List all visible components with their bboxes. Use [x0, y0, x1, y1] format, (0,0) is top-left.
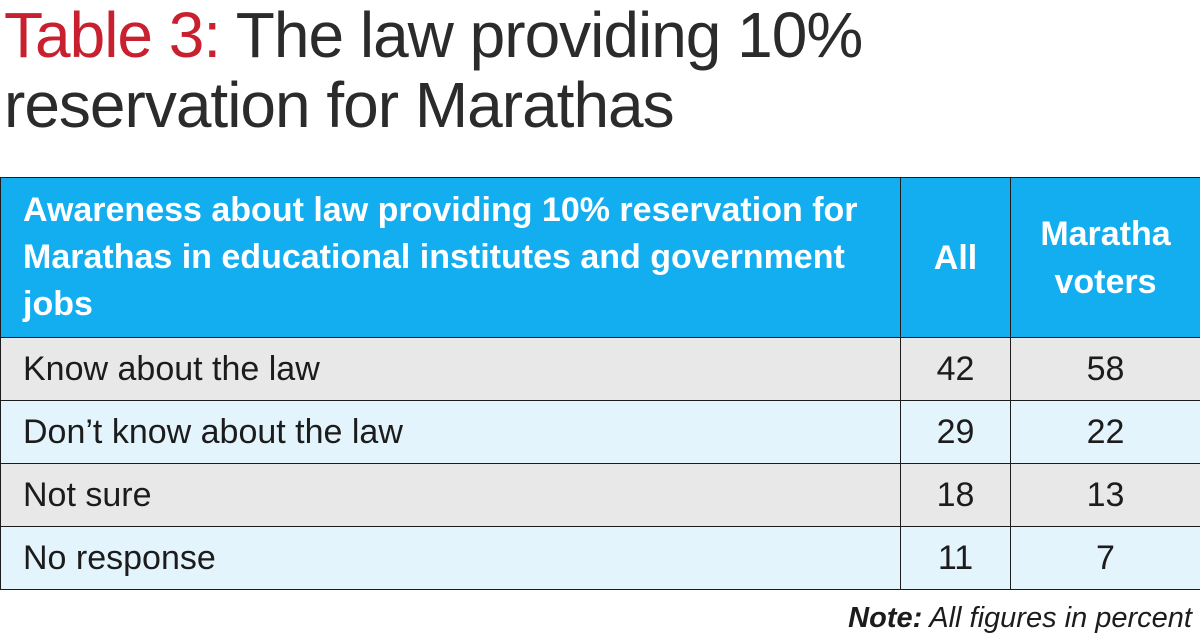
- footnote: Note: All figures in percent: [848, 602, 1192, 635]
- header-maratha-voters: Maratha voters: [1010, 177, 1200, 338]
- data-table: Awareness about law providing 10% reserv…: [0, 177, 1200, 590]
- row-label: Don’t know about the law: [0, 400, 901, 464]
- footnote-label: Note:: [848, 602, 923, 634]
- cell-maratha: 22: [1010, 400, 1200, 464]
- cell-all: 29: [900, 400, 1011, 464]
- table-row: Not sure 18 13: [0, 463, 1200, 527]
- table-row: Know about the law 42 58: [0, 337, 1200, 401]
- table-title: Table 3: The law providing 10% reservatio…: [4, 0, 1194, 140]
- row-label: Know about the law: [0, 337, 901, 401]
- row-label: No response: [0, 526, 901, 590]
- header-all: All: [900, 177, 1011, 338]
- table-number: Table 3:: [4, 0, 221, 71]
- table-row: Don’t know about the law 29 22: [0, 400, 1200, 464]
- cell-maratha: 58: [1010, 337, 1200, 401]
- cell-maratha: 13: [1010, 463, 1200, 527]
- cell-maratha: 7: [1010, 526, 1200, 590]
- cell-all: 11: [900, 526, 1011, 590]
- footnote-text: All figures in percent: [922, 602, 1192, 634]
- table-row: No response 11 7: [0, 526, 1200, 590]
- cell-all: 42: [900, 337, 1011, 401]
- cell-all: 18: [900, 463, 1011, 527]
- table-title-line2: reservation for Marathas: [4, 69, 675, 141]
- row-label: Not sure: [0, 463, 901, 527]
- header-question: Awareness about law providing 10% reserv…: [0, 177, 901, 338]
- table-title-line1: The law providing 10%: [220, 0, 863, 71]
- table-header-row: Awareness about law providing 10% reserv…: [0, 177, 1200, 338]
